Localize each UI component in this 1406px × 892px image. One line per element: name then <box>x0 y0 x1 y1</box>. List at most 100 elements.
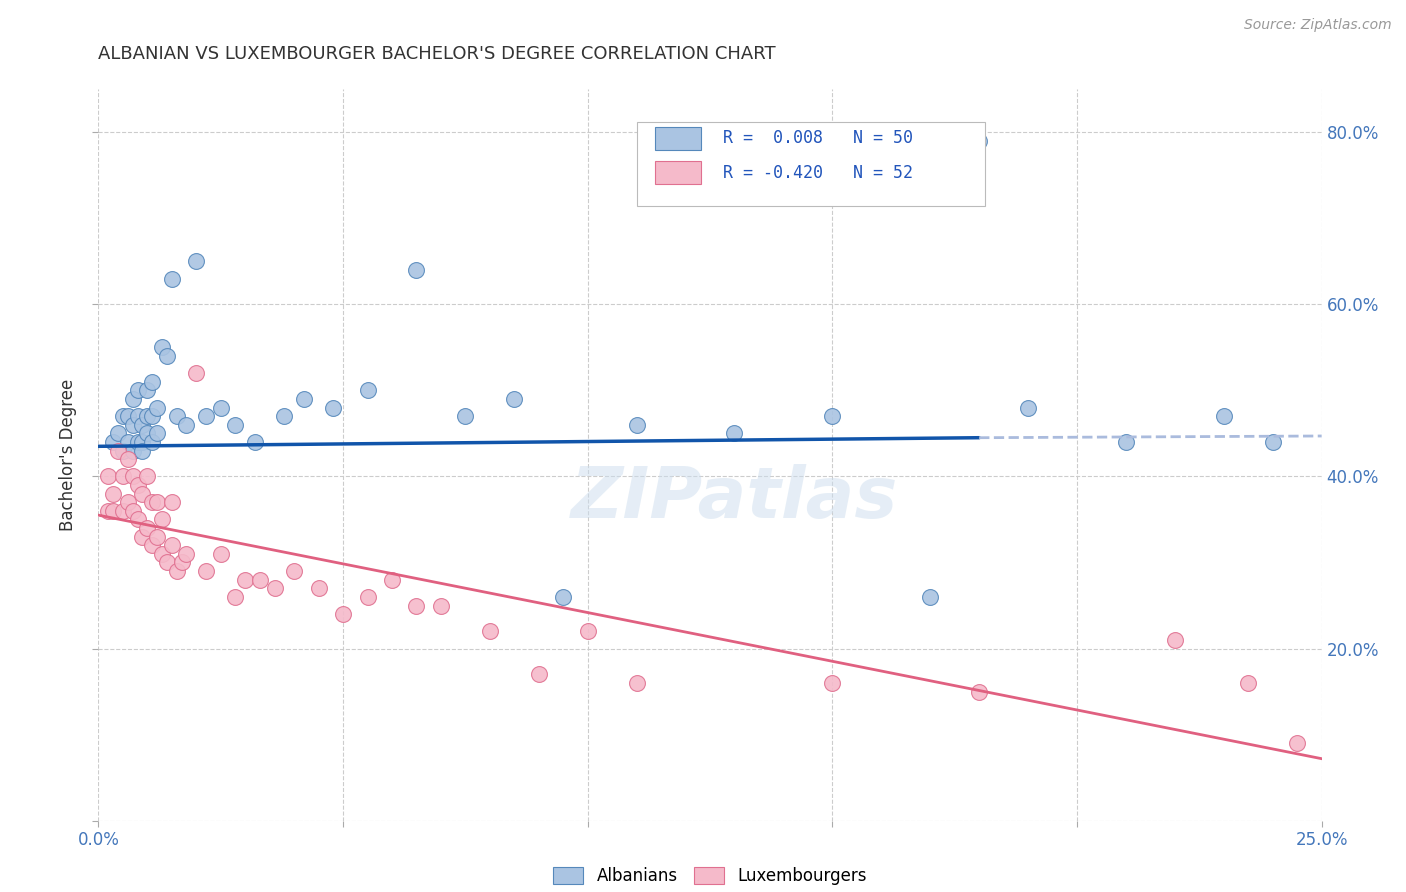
Point <box>527 667 550 681</box>
Point <box>127 512 149 526</box>
Point <box>107 426 129 441</box>
Point <box>160 271 183 285</box>
Point <box>141 409 163 424</box>
Point <box>97 504 120 518</box>
Point <box>332 607 354 621</box>
Point <box>131 530 153 544</box>
Point <box>454 409 477 424</box>
Point <box>127 478 149 492</box>
Point <box>127 409 149 424</box>
Point <box>101 504 124 518</box>
Point <box>136 409 159 424</box>
Point <box>1237 676 1260 690</box>
Point <box>224 417 246 432</box>
Point <box>146 495 169 509</box>
Point <box>243 435 266 450</box>
Point <box>249 573 271 587</box>
Point <box>553 590 575 604</box>
Point <box>292 392 315 406</box>
Point <box>967 134 990 148</box>
Point <box>111 469 134 483</box>
Point <box>101 486 124 500</box>
Point <box>626 676 648 690</box>
Point <box>322 401 344 415</box>
Point <box>166 409 188 424</box>
Point <box>478 624 501 639</box>
Point <box>186 254 208 268</box>
Point <box>405 263 427 277</box>
Point <box>176 547 198 561</box>
Point <box>626 417 648 432</box>
Point <box>117 409 139 424</box>
Point <box>150 547 173 561</box>
Point <box>146 530 169 544</box>
Point <box>131 435 153 450</box>
Point <box>121 469 143 483</box>
Point <box>170 556 193 570</box>
Point <box>146 401 169 415</box>
Point <box>195 564 218 578</box>
Point <box>150 340 173 354</box>
FancyBboxPatch shape <box>655 127 702 150</box>
Point <box>821 676 844 690</box>
Point <box>156 556 179 570</box>
Point <box>356 590 378 604</box>
Point <box>356 384 378 398</box>
Point <box>166 564 188 578</box>
Text: ALBANIAN VS LUXEMBOURGER BACHELOR'S DEGREE CORRELATION CHART: ALBANIAN VS LUXEMBOURGER BACHELOR'S DEGR… <box>98 45 776 62</box>
Point <box>111 504 134 518</box>
Point <box>141 495 163 509</box>
Point <box>160 538 183 552</box>
Point <box>117 435 139 450</box>
Point <box>136 426 159 441</box>
Point <box>121 417 143 432</box>
Point <box>101 435 124 450</box>
Point <box>821 409 844 424</box>
Point <box>127 435 149 450</box>
Point <box>141 538 163 552</box>
Point <box>131 443 153 458</box>
Point <box>121 443 143 458</box>
Point <box>127 384 149 398</box>
Text: R =  0.008   N = 50: R = 0.008 N = 50 <box>724 129 914 147</box>
Point <box>920 590 942 604</box>
Point <box>576 624 599 639</box>
Point <box>503 392 526 406</box>
Point <box>283 564 305 578</box>
Point <box>136 521 159 535</box>
Point <box>131 486 153 500</box>
Point <box>1212 409 1234 424</box>
Text: R = -0.420   N = 52: R = -0.420 N = 52 <box>724 163 914 182</box>
Point <box>1261 435 1284 450</box>
FancyBboxPatch shape <box>637 122 986 206</box>
Point <box>146 426 169 441</box>
Point <box>117 495 139 509</box>
Point <box>273 409 295 424</box>
Point <box>176 417 198 432</box>
Point <box>263 582 285 596</box>
FancyBboxPatch shape <box>655 161 702 185</box>
Point <box>430 599 453 613</box>
Point <box>160 495 183 509</box>
Point <box>121 392 143 406</box>
Point <box>1115 435 1137 450</box>
Point <box>381 573 404 587</box>
Point <box>107 443 129 458</box>
Legend: Albanians, Luxembourgers: Albanians, Luxembourgers <box>553 867 868 886</box>
Point <box>97 469 120 483</box>
Point <box>723 426 745 441</box>
Point <box>136 384 159 398</box>
Point <box>1286 736 1309 750</box>
Point <box>967 684 990 698</box>
Point <box>121 504 143 518</box>
Point <box>224 590 246 604</box>
Point <box>1164 632 1187 647</box>
Point <box>1017 401 1039 415</box>
Point <box>141 435 163 450</box>
Point <box>308 582 330 596</box>
Point <box>209 547 232 561</box>
Point <box>209 401 232 415</box>
Y-axis label: Bachelor's Degree: Bachelor's Degree <box>59 379 77 531</box>
Text: Source: ZipAtlas.com: Source: ZipAtlas.com <box>1244 18 1392 32</box>
Point <box>195 409 218 424</box>
